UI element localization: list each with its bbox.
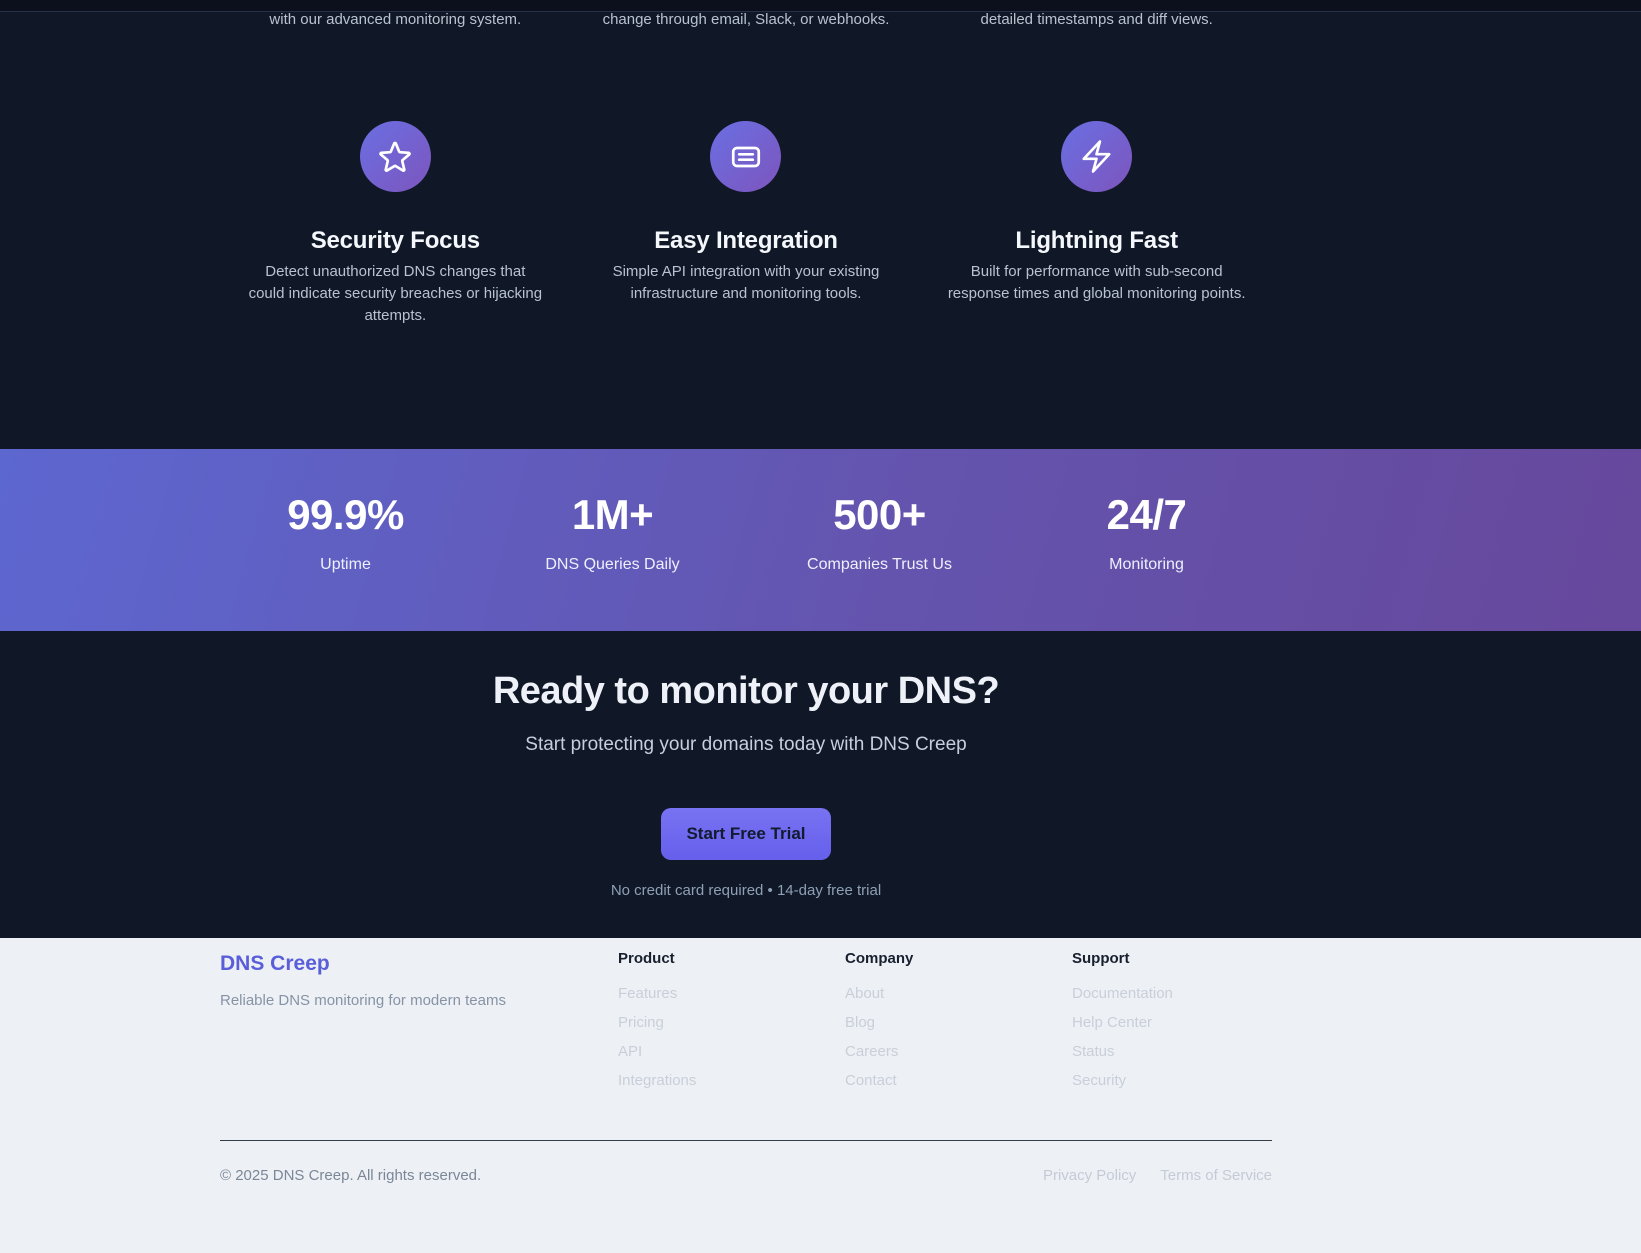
footer-link-integrations[interactable]: Integrations — [618, 1072, 697, 1089]
footer-link-pricing[interactable]: Pricing — [618, 1014, 664, 1031]
footer-column-company: Company About Blog Careers Contact — [845, 948, 1072, 1099]
start-free-trial-button[interactable]: Start Free Trial — [661, 808, 831, 860]
stat-value: 500+ — [833, 491, 926, 538]
stat-label: DNS Queries Daily — [545, 556, 680, 573]
feature-card: with our advanced monitoring system. Sec… — [220, 11, 571, 327]
footer-link-careers[interactable]: Careers — [845, 1043, 899, 1060]
feature-description-fragment: with our advanced monitoring system. — [269, 11, 522, 28]
stat-queries: 1M+ DNS Queries Daily — [479, 491, 746, 577]
footer-link-security[interactable]: Security — [1072, 1072, 1127, 1089]
footer-link-help-center[interactable]: Help Center — [1072, 1014, 1153, 1031]
cta-note: No credit card required • 14-day free tr… — [610, 882, 882, 899]
stat-monitoring: 24/7 Monitoring — [1013, 491, 1280, 577]
stats-band: 99.9% Uptime 1M+ DNS Queries Daily 500+ … — [0, 449, 1641, 631]
stat-label: Companies Trust Us — [807, 556, 952, 573]
footer-brand-logo[interactable]: DNS Creep — [220, 952, 330, 975]
footer-divider — [220, 1140, 1272, 1141]
feature-description-fragment: change through email, Slack, or webhooks… — [602, 11, 890, 28]
stat-uptime: 99.9% Uptime — [212, 491, 479, 577]
footer-link-about[interactable]: About — [845, 985, 885, 1002]
footer-column-heading: Support — [1072, 950, 1130, 967]
footer-link-documentation[interactable]: Documentation — [1072, 985, 1173, 1002]
footer-column-support: Support Documentation Help Center Status… — [1072, 948, 1272, 1099]
footer-link-status[interactable]: Status — [1072, 1043, 1115, 1060]
stat-companies: 500+ Companies Trust Us — [746, 491, 1013, 577]
cta-heading: Ready to monitor your DNS? — [492, 670, 1000, 712]
top-divider — [0, 0, 1641, 12]
stat-value: 99.9% — [287, 491, 404, 538]
feature-description: Simple API integration with your existin… — [612, 263, 880, 302]
footer: DNS Creep Reliable DNS monitoring for mo… — [0, 938, 1641, 1253]
feature-card: change through email, Slack, or webhooks… — [571, 11, 922, 327]
stat-label: Uptime — [320, 556, 371, 573]
footer-brand-block: DNS Creep Reliable DNS monitoring for mo… — [220, 948, 618, 1099]
features-grid: with our advanced monitoring system. Sec… — [220, 11, 1272, 327]
footer-column-product: Product Features Pricing API Integration… — [618, 948, 845, 1099]
feature-card: detailed timestamps and diff views. Ligh… — [921, 11, 1272, 327]
footer-link-blog[interactable]: Blog — [845, 1014, 876, 1031]
footer-copyright: © 2025 DNS Creep. All rights reserved. — [220, 1167, 482, 1184]
feature-title: Lightning Fast — [1015, 227, 1178, 254]
footer-legal-links: Privacy Policy Terms of Service — [1043, 1165, 1272, 1187]
footer-link-privacy-policy[interactable]: Privacy Policy — [1042, 1167, 1137, 1184]
feature-title: Security Focus — [310, 227, 480, 254]
footer-link-terms-of-service[interactable]: Terms of Service — [1160, 1167, 1272, 1184]
footer-link-api[interactable]: API — [618, 1043, 643, 1060]
features-section: with our advanced monitoring system. Sec… — [0, 11, 1641, 449]
cta-subheading: Start protecting your domains today with… — [525, 734, 967, 755]
cta-section: Ready to monitor your DNS? Start protect… — [0, 631, 1641, 938]
stat-value: 24/7 — [1106, 491, 1187, 538]
feature-description: Built for performance with sub-second re… — [947, 263, 1246, 302]
footer-link-contact[interactable]: Contact — [845, 1072, 897, 1089]
card-icon — [710, 121, 782, 192]
footer-column-heading: Company — [845, 950, 914, 967]
footer-tagline: Reliable DNS monitoring for modern teams — [220, 992, 506, 1009]
star-icon — [359, 121, 431, 192]
footer-link-features[interactable]: Features — [618, 985, 678, 1002]
feature-description-fragment: detailed timestamps and diff views. — [980, 11, 1213, 28]
feature-description: Detect unauthorized DNS changes that cou… — [248, 263, 543, 324]
bolt-icon — [1061, 121, 1133, 192]
footer-column-heading: Product — [618, 950, 675, 967]
feature-title: Easy Integration — [654, 227, 838, 254]
stat-value: 1M+ — [571, 491, 654, 538]
stat-label: Monitoring — [1109, 556, 1184, 573]
